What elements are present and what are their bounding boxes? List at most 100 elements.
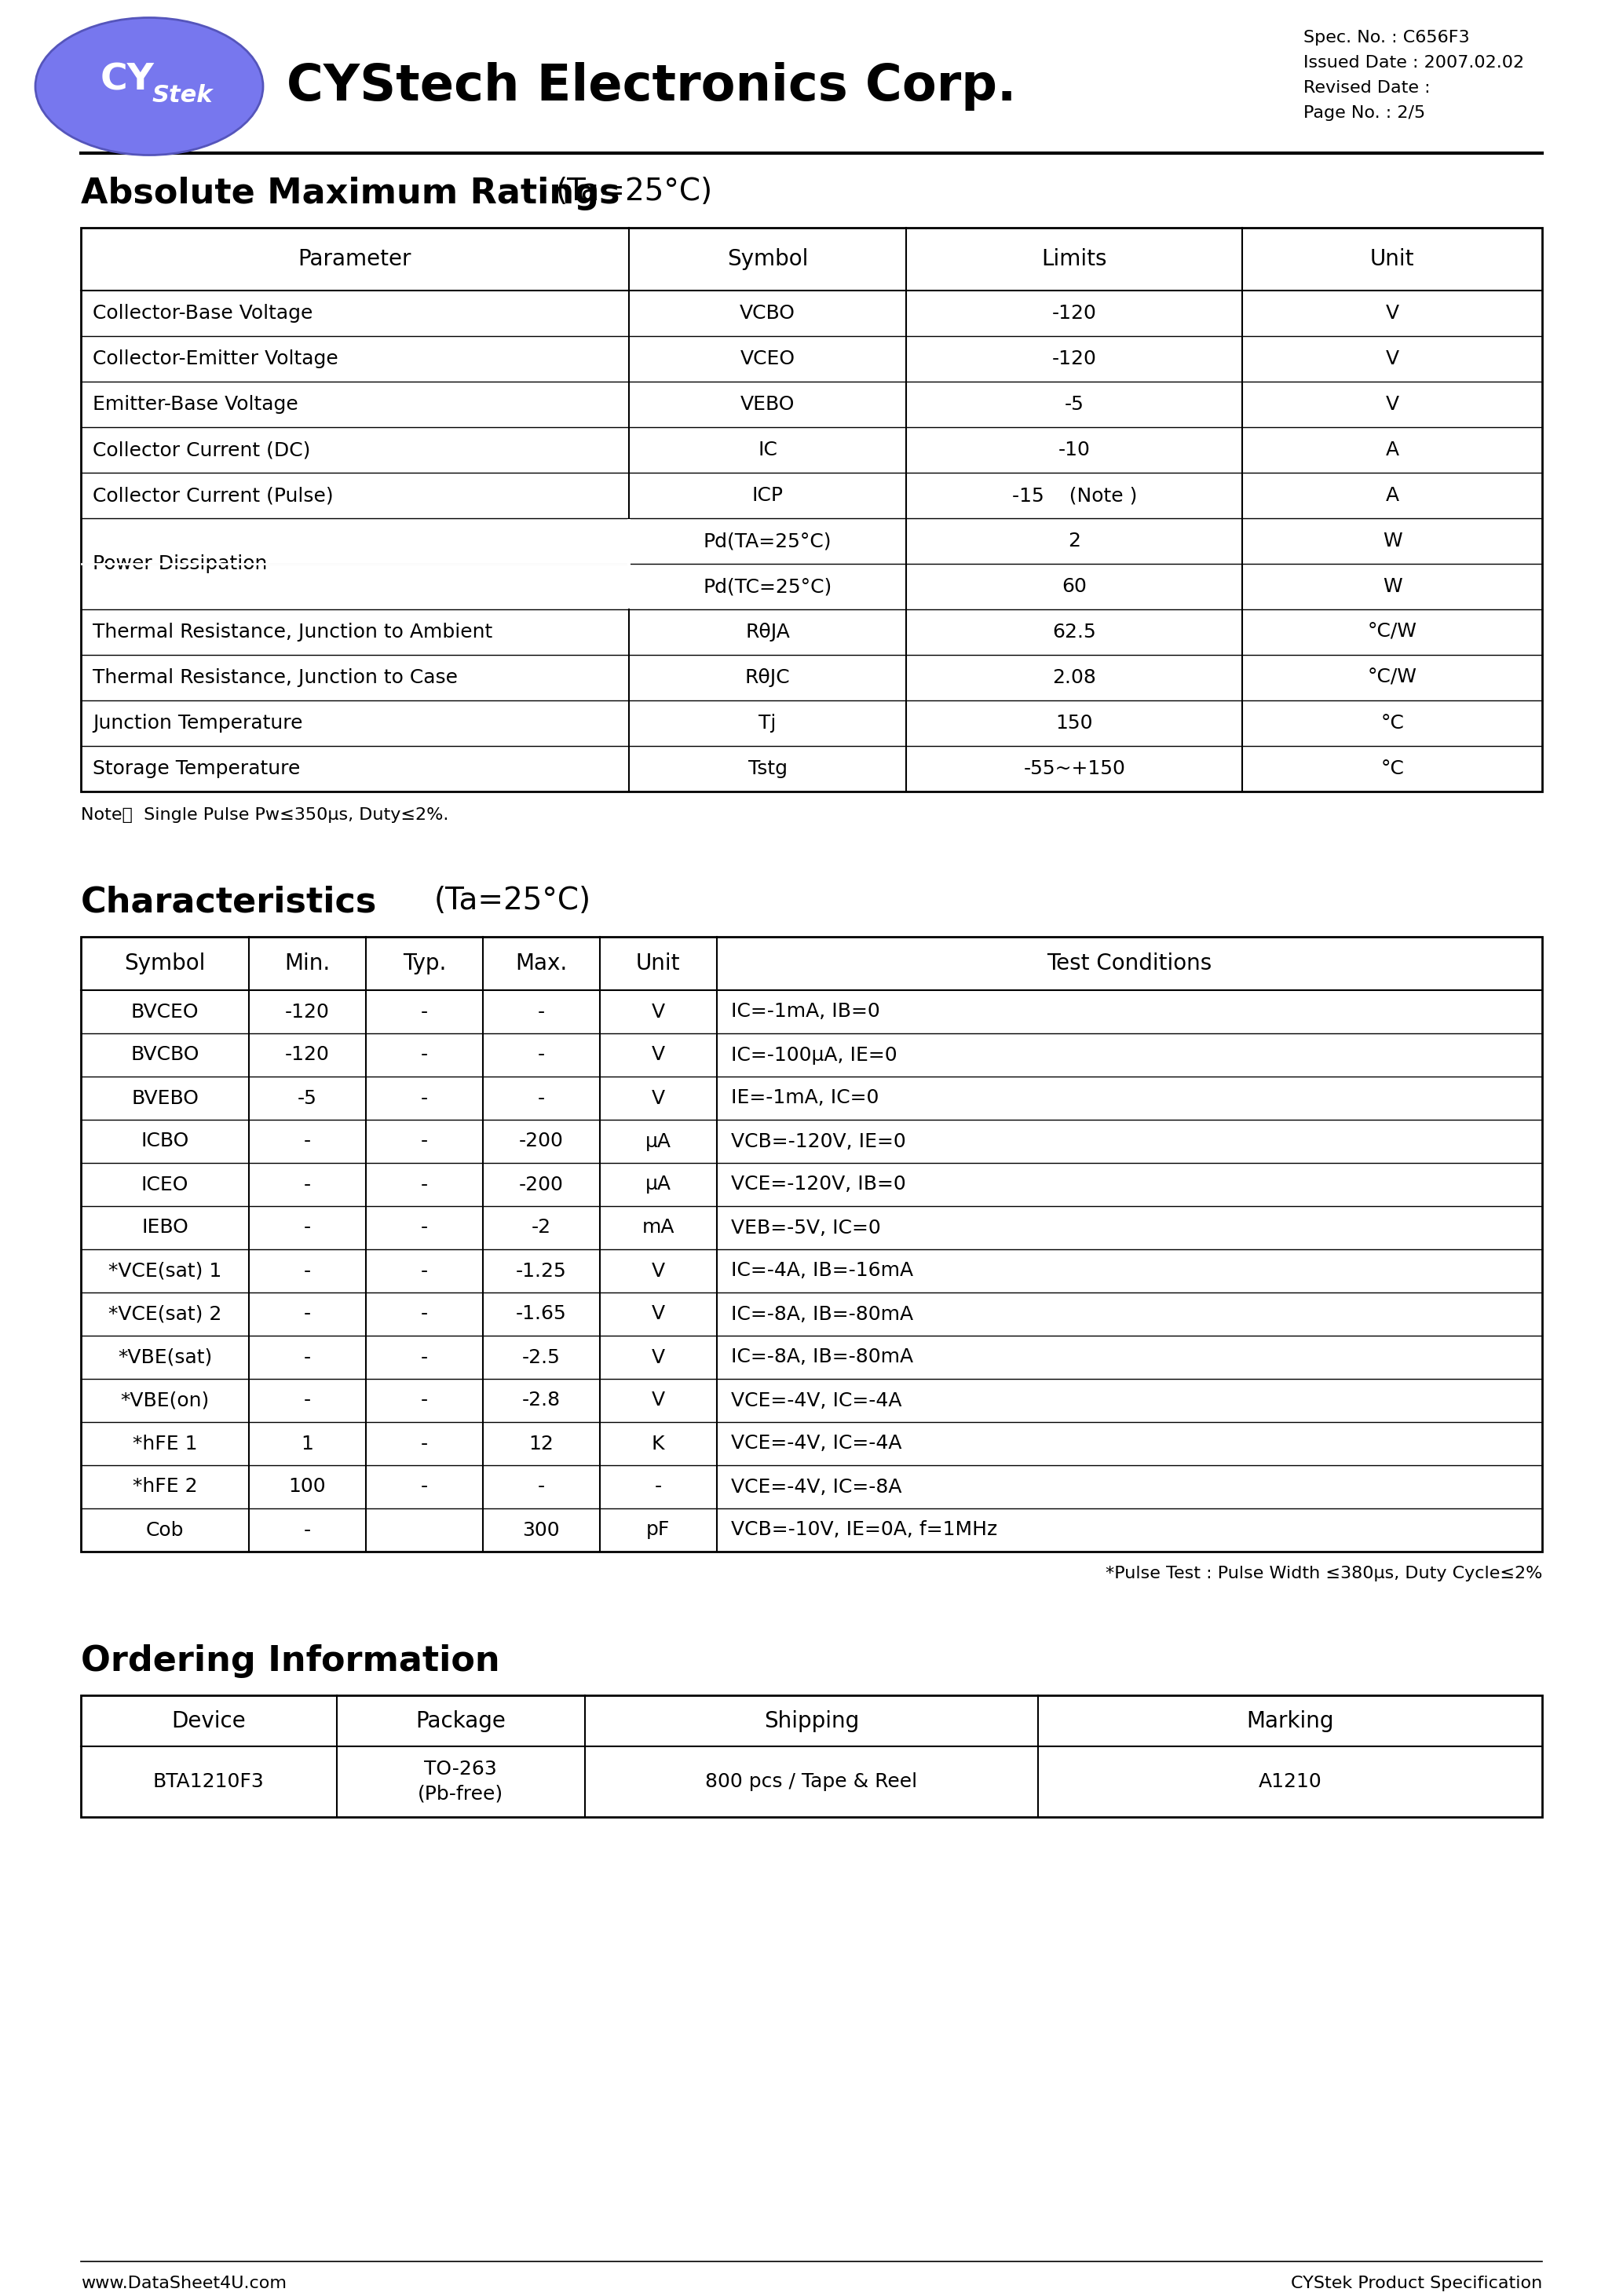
Text: V: V (651, 1304, 665, 1322)
Text: Tj: Tj (760, 714, 776, 732)
Text: mA: mA (641, 1219, 675, 1238)
Text: VCBO: VCBO (740, 303, 795, 324)
Text: -120: -120 (1052, 349, 1097, 367)
Text: Power Dissipation: Power Dissipation (93, 553, 268, 574)
Text: *VBE(sat): *VBE(sat) (118, 1348, 213, 1366)
Text: Shipping: Shipping (764, 1711, 859, 1731)
Text: Tstg: Tstg (748, 760, 787, 778)
Text: Collector Current (DC): Collector Current (DC) (93, 441, 310, 459)
Text: Ordering Information: Ordering Information (81, 1644, 500, 1678)
Text: -: - (420, 1435, 428, 1453)
Bar (81, 227, 1542, 792)
Text: Spec. No. : C656F3: Spec. No. : C656F3 (1303, 30, 1469, 46)
Text: Note：  Single Pulse Pw≤350μs, Duty≤2%.: Note： Single Pulse Pw≤350μs, Duty≤2%. (81, 808, 448, 822)
Text: -: - (420, 1304, 428, 1322)
Text: www.DataSheet4U.com: www.DataSheet4U.com (81, 2275, 287, 2291)
Text: -1.25: -1.25 (516, 1261, 566, 1281)
Text: CYStech Electronics Corp.: CYStech Electronics Corp. (287, 62, 1016, 110)
Text: °C: °C (1381, 714, 1404, 732)
Text: °C/W: °C/W (1368, 622, 1417, 641)
Text: VCB=-120V, IE=0: VCB=-120V, IE=0 (730, 1132, 906, 1150)
Text: BVCBO: BVCBO (130, 1045, 200, 1065)
Text: Characteristics: Characteristics (81, 886, 377, 918)
Text: -: - (537, 1088, 545, 1107)
Text: V: V (651, 1088, 665, 1107)
Text: VCE=-4V, IC=-4A: VCE=-4V, IC=-4A (730, 1435, 901, 1453)
Text: A1210: A1210 (1258, 1773, 1321, 1791)
Text: Pd(TA=25°C): Pd(TA=25°C) (703, 533, 833, 551)
Text: IC=-1mA, IB=0: IC=-1mA, IB=0 (730, 1003, 880, 1022)
Text: *hFE 1: *hFE 1 (133, 1435, 198, 1453)
Text: *VBE(on): *VBE(on) (120, 1391, 209, 1410)
Text: VCE=-4V, IC=-8A: VCE=-4V, IC=-8A (730, 1476, 901, 1497)
Text: Pd(TC=25°C): Pd(TC=25°C) (703, 576, 833, 597)
Text: *hFE 2: *hFE 2 (133, 1476, 198, 1497)
Text: -: - (420, 1003, 428, 1022)
Text: -: - (420, 1476, 428, 1497)
Text: -2: -2 (531, 1219, 552, 1238)
Text: -120: -120 (1052, 303, 1097, 324)
Text: Collector-Emitter Voltage: Collector-Emitter Voltage (93, 349, 338, 367)
Text: *VCE(sat) 2: *VCE(sat) 2 (109, 1304, 222, 1322)
Text: -10: -10 (1058, 441, 1091, 459)
Text: -120: -120 (286, 1045, 329, 1065)
Text: -: - (304, 1176, 312, 1194)
Text: -: - (537, 1476, 545, 1497)
Text: A: A (1386, 441, 1399, 459)
Text: -: - (420, 1391, 428, 1410)
Text: 100: 100 (289, 1476, 326, 1497)
Ellipse shape (36, 18, 263, 156)
Text: -: - (654, 1476, 662, 1497)
Text: IC: IC (758, 441, 777, 459)
Text: IC=-8A, IB=-80mA: IC=-8A, IB=-80mA (730, 1304, 912, 1322)
Text: -: - (304, 1304, 312, 1322)
Text: (Ta=25°C): (Ta=25°C) (435, 886, 591, 916)
Text: 62.5: 62.5 (1053, 622, 1097, 641)
Text: °C/W: °C/W (1368, 668, 1417, 687)
Text: -: - (304, 1391, 312, 1410)
Text: V: V (1386, 395, 1399, 413)
Text: -2.5: -2.5 (523, 1348, 560, 1366)
Text: VCE=-4V, IC=-4A: VCE=-4V, IC=-4A (730, 1391, 901, 1410)
Text: 300: 300 (523, 1520, 560, 1538)
Text: °C: °C (1381, 760, 1404, 778)
Text: ICEO: ICEO (141, 1176, 188, 1194)
Text: Unit: Unit (636, 953, 680, 974)
Text: VCE=-120V, IB=0: VCE=-120V, IB=0 (730, 1176, 906, 1194)
Text: -: - (420, 1261, 428, 1281)
Text: W: W (1383, 576, 1402, 597)
Text: -: - (420, 1348, 428, 1366)
Text: Stek: Stek (151, 85, 213, 108)
Text: 800 pcs / Tape & Reel: 800 pcs / Tape & Reel (706, 1773, 917, 1791)
Text: -: - (420, 1045, 428, 1065)
Text: Device: Device (172, 1711, 247, 1731)
Text: BVCEO: BVCEO (131, 1003, 200, 1022)
Text: Symbol: Symbol (125, 953, 206, 974)
Text: -: - (304, 1520, 312, 1538)
Text: CY: CY (101, 62, 154, 99)
Text: 150: 150 (1057, 714, 1094, 732)
Text: -1.65: -1.65 (516, 1304, 566, 1322)
Text: pF: pF (646, 1520, 670, 1538)
Text: Junction Temperature: Junction Temperature (93, 714, 304, 732)
Bar (81, 1694, 1542, 1816)
Text: IEBO: IEBO (141, 1219, 188, 1238)
Text: -: - (420, 1219, 428, 1238)
Text: IC=-8A, IB=-80mA: IC=-8A, IB=-80mA (730, 1348, 912, 1366)
Text: -: - (537, 1045, 545, 1065)
Text: -: - (537, 1003, 545, 1022)
Text: ICP: ICP (751, 487, 784, 505)
Text: -5: -5 (1065, 395, 1084, 413)
Text: 60: 60 (1061, 576, 1087, 597)
Text: *VCE(sat) 1: *VCE(sat) 1 (109, 1261, 221, 1281)
Text: Min.: Min. (284, 953, 329, 974)
Text: -: - (420, 1176, 428, 1194)
Text: V: V (651, 1391, 665, 1410)
Text: 2: 2 (1068, 533, 1081, 551)
Text: V: V (1386, 349, 1399, 367)
Text: Max.: Max. (514, 953, 566, 974)
Text: BVEBO: BVEBO (131, 1088, 198, 1107)
Text: 1: 1 (302, 1435, 313, 1453)
Text: Parameter: Parameter (299, 248, 412, 271)
Text: Emitter-Base Voltage: Emitter-Base Voltage (93, 395, 299, 413)
